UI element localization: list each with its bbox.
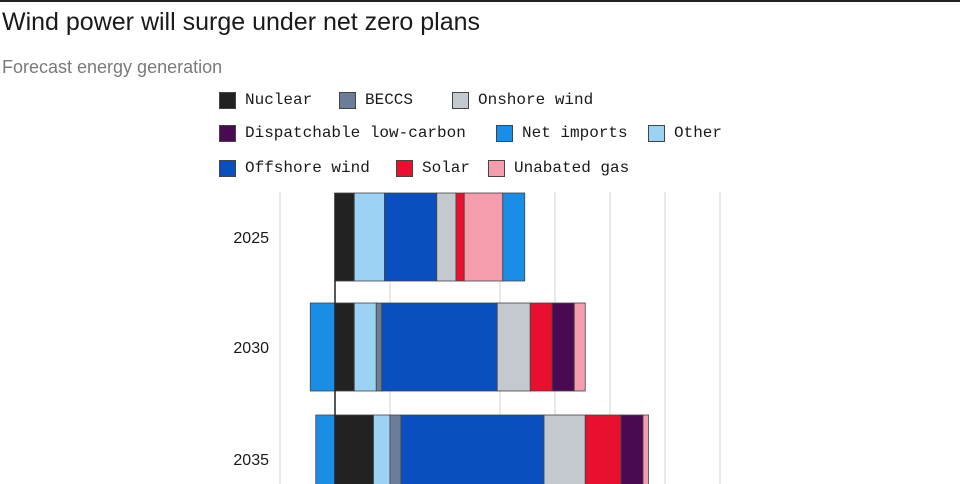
legend-swatch	[452, 91, 469, 109]
legend-item-offshore-wind: Offshore wind	[219, 159, 370, 177]
bar-2025-net-imports	[502, 192, 526, 282]
bar-2035-beccs	[389, 414, 402, 484]
bar-2025-unabated-gas	[463, 192, 504, 282]
legend-label: Onshore wind	[478, 91, 594, 109]
legend-label: Unabated gas	[514, 159, 630, 177]
legend-swatch	[339, 91, 356, 109]
bar-2025-other	[353, 192, 385, 282]
y-tick-label: 2030	[233, 340, 269, 357]
legend-swatch	[496, 124, 513, 142]
legend-swatch	[488, 159, 505, 177]
legend-item-beccs: BECCS	[339, 91, 413, 109]
bar-2030-solar	[529, 302, 553, 392]
legend-label: BECCS	[365, 91, 414, 109]
chart-subtitle: Forecast energy generation	[2, 57, 223, 77]
legend-label: Offshore wind	[245, 159, 370, 177]
bar-2025-offshore-wind	[384, 192, 438, 282]
legend-item-solar: Solar	[396, 159, 470, 177]
bar-2030-other	[353, 302, 377, 392]
legend-label: Nuclear	[245, 91, 313, 109]
legend-item-unabated-gas: Unabated gas	[488, 159, 629, 177]
legend-label: Other	[674, 124, 723, 142]
bar-2025-nuclear	[334, 192, 355, 282]
bar-2025-onshore-wind	[436, 192, 457, 282]
bar-2030-nuclear	[334, 302, 355, 392]
bar-2025-solar	[455, 192, 465, 282]
bar-2035-dispatchable-low-carbon	[620, 414, 644, 484]
legend-label: Net imports	[522, 124, 628, 142]
legend-item-nuclear: Nuclear	[219, 91, 312, 109]
legend-item-net-imports: Net imports	[496, 124, 628, 142]
legend-swatch	[396, 159, 413, 177]
legend-swatch	[219, 124, 236, 142]
bar-2035-solar	[584, 414, 622, 484]
legend-item-dispatchable-low-carbon: Dispatchable low-carbon	[219, 124, 466, 142]
bar-2030-onshore-wind	[496, 302, 531, 392]
bar-2035-other	[373, 414, 391, 484]
legend-swatch	[219, 91, 236, 109]
y-tick-label: 2035	[233, 452, 269, 469]
bar-2035-offshore-wind	[400, 414, 545, 484]
bar-2030-unabated-gas	[573, 302, 586, 392]
y-tick-label: 2025	[233, 230, 269, 247]
legend-label: Dispatchable low-carbon	[245, 124, 466, 142]
bar-2030-offshore-wind	[381, 302, 498, 392]
bar-2035-onshore-wind	[543, 414, 586, 484]
bar-2035-net-imports	[315, 414, 336, 484]
bar-2030-net-imports	[309, 302, 336, 392]
legend-item-other: Other	[648, 124, 722, 142]
bar-2030-beccs	[375, 302, 383, 392]
top-rule	[0, 0, 960, 2]
bar-2035-nuclear	[334, 414, 374, 484]
legend-label: Solar	[422, 159, 471, 177]
legend-swatch	[648, 124, 665, 142]
bar-2030-dispatchable-low-carbon	[551, 302, 575, 392]
legend-swatch	[219, 159, 236, 177]
legend-item-onshore-wind: Onshore wind	[452, 91, 593, 109]
chart-title: Wind power will surge under net zero pla…	[2, 8, 481, 36]
bar-2035-unabated-gas	[642, 414, 649, 484]
